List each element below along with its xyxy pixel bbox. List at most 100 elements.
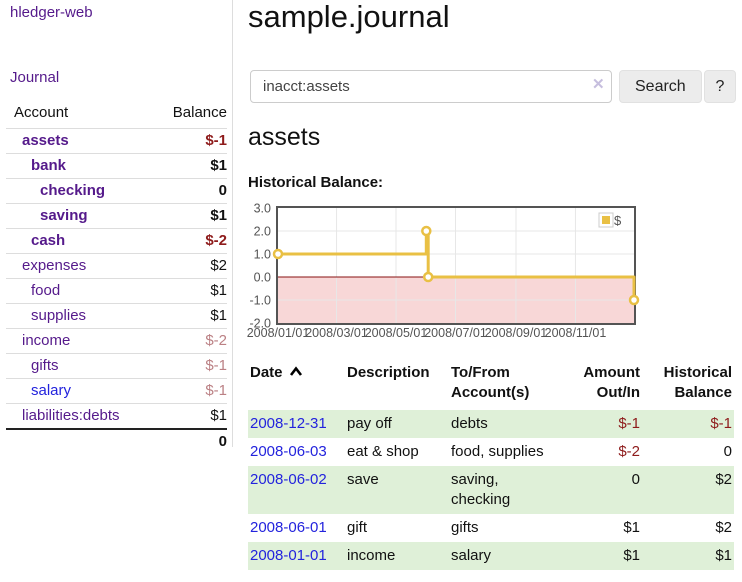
account-link[interactable]: income [22, 332, 71, 349]
accounts-total-spacer [6, 428, 149, 454]
accounts-header-row: Account Balance [6, 99, 227, 129]
transaction-amount: 0 [631, 471, 640, 488]
account-link[interactable]: supplies [31, 307, 87, 324]
search-help-button[interactable]: ? [704, 70, 736, 103]
x-tick-label: 2008/03/01 [305, 326, 368, 340]
legend-swatch [601, 215, 611, 225]
y-tick-label: 1.0 [254, 248, 271, 262]
accounts-header-balance: Balance [172, 104, 227, 121]
transaction-row: 2008-06-02 save saving, checking 0 $2 [248, 466, 734, 514]
accounts-table: Account Balance assets $-1 bank $1 checking 0… [6, 99, 227, 454]
y-tick-label: 0.0 [254, 271, 271, 285]
register-column-header: To/From Account(s) [449, 361, 576, 410]
account-row: saving $1 [6, 203, 227, 229]
transaction-balance: $2 [715, 519, 732, 536]
account-balance: $-2 [148, 228, 227, 254]
transaction-date-link[interactable]: 2008-06-03 [250, 443, 327, 460]
clear-search-icon[interactable]: ✕ [592, 76, 605, 93]
account-row: food $1 [6, 278, 227, 304]
search-button[interactable]: Search [619, 70, 702, 103]
account-link[interactable]: assets [22, 132, 69, 149]
account-row: bank $1 [6, 153, 227, 179]
transaction-amount: $1 [623, 519, 640, 536]
account-link[interactable]: salary [31, 382, 72, 399]
account-row: supplies $1 [6, 303, 227, 329]
transaction-balance: $2 [715, 471, 732, 488]
account-link[interactable]: liabilities:debts [22, 407, 120, 424]
account-balance: $1 [148, 303, 227, 329]
transaction-accounts: debts [451, 415, 488, 432]
account-balance: $-2 [148, 328, 227, 354]
legend-label: $ [614, 213, 622, 228]
y-tick-label: -1.0 [249, 294, 271, 308]
plot-border [276, 206, 636, 325]
account-row: checking 0 [6, 178, 227, 204]
account-balance: $2 [148, 253, 227, 279]
account-row: salary $-1 [6, 378, 227, 404]
account-balance: $-1 [148, 378, 227, 404]
register-column-header-line: Out/In [596, 384, 640, 401]
page-title: sample.journal [248, 0, 450, 34]
transaction-amount: $1 [623, 547, 640, 564]
account-balance: $1 [148, 403, 227, 429]
account-balance: $1 [148, 203, 227, 229]
account-row: gifts $-1 [6, 353, 227, 379]
account-link[interactable]: food [31, 282, 61, 299]
account-row: liabilities:debts $1 [6, 403, 227, 429]
historical-balance-chart[interactable]: $3.0 2.0 1.0 0.0 -1.0 -2.02008/01/012008/03/0… [240, 200, 642, 345]
data-point-marker [272, 248, 284, 260]
account-link[interactable]: expenses [22, 257, 87, 274]
register-column-header-line: Description [347, 364, 430, 381]
account-link[interactable]: checking [40, 182, 106, 199]
register-column-header: Description [345, 361, 449, 410]
y-tick-label: 2.0 [254, 225, 271, 239]
account-balance: $-1 [148, 353, 227, 379]
account-balance: $-1 [148, 128, 227, 154]
register-table: Date Description To/From Account(s) Amount Ou… [248, 361, 734, 570]
register-column-header-line: Balance [674, 384, 732, 401]
data-point-marker [628, 294, 640, 306]
account-link[interactable]: bank [31, 157, 67, 174]
account-row: cash $-2 [6, 228, 227, 254]
transaction-balance: $-1 [710, 415, 732, 432]
register-column-header: Historical Balance [642, 361, 734, 410]
register-column-header[interactable]: Date [248, 361, 345, 410]
accounts-total-value: 0 [148, 428, 227, 454]
transaction-row: 2008-01-01 income salary $1 $1 [248, 542, 734, 570]
register-column-header-line: Date [250, 363, 345, 383]
account-link[interactable]: saving [40, 207, 88, 224]
y-tick-label: -2.0 [249, 317, 271, 331]
y-tick-label: 3.0 [254, 202, 271, 216]
register-column-header-line: Account(s) [451, 384, 530, 401]
transaction-row: 2008-12-31 pay off debts $-1 $-1 [248, 410, 734, 438]
account-balance: 0 [148, 178, 227, 204]
account-row: expenses $2 [6, 253, 227, 279]
sidebar-item-journal[interactable]: Journal [10, 69, 60, 86]
accounts-header-account: Account [14, 104, 69, 121]
transaction-accounts: salary [451, 547, 492, 564]
register-column-header-line: To/From [451, 364, 510, 381]
sort-chevron-up-icon[interactable] [289, 366, 303, 377]
brand-link[interactable]: hledger-web [10, 4, 93, 21]
data-point-marker [421, 225, 432, 237]
transaction-amount: $-1 [618, 415, 640, 432]
accounts-total-row: 0 [6, 428, 227, 454]
transaction-description: gift [347, 519, 368, 536]
transaction-description: eat & shop [347, 443, 419, 460]
transaction-date-link[interactable]: 2008-01-01 [250, 547, 327, 564]
transaction-accounts: saving, checking [451, 471, 511, 508]
register-column-header-line: Amount [583, 364, 640, 381]
transaction-amount: $-2 [618, 443, 640, 460]
account-balance: $1 [148, 278, 227, 304]
transaction-date-link[interactable]: 2008-12-31 [250, 415, 327, 432]
account-link[interactable]: gifts [31, 357, 59, 374]
transaction-date-link[interactable]: 2008-06-01 [250, 519, 327, 536]
search-input[interactable] [250, 70, 612, 103]
transaction-description: pay off [347, 415, 392, 432]
data-point-marker [422, 271, 434, 283]
account-link[interactable]: cash [31, 232, 66, 249]
register-column-header-line: Historical [663, 364, 732, 381]
account-row: assets $-1 [6, 128, 227, 154]
transaction-date-link[interactable]: 2008-06-02 [250, 471, 327, 488]
